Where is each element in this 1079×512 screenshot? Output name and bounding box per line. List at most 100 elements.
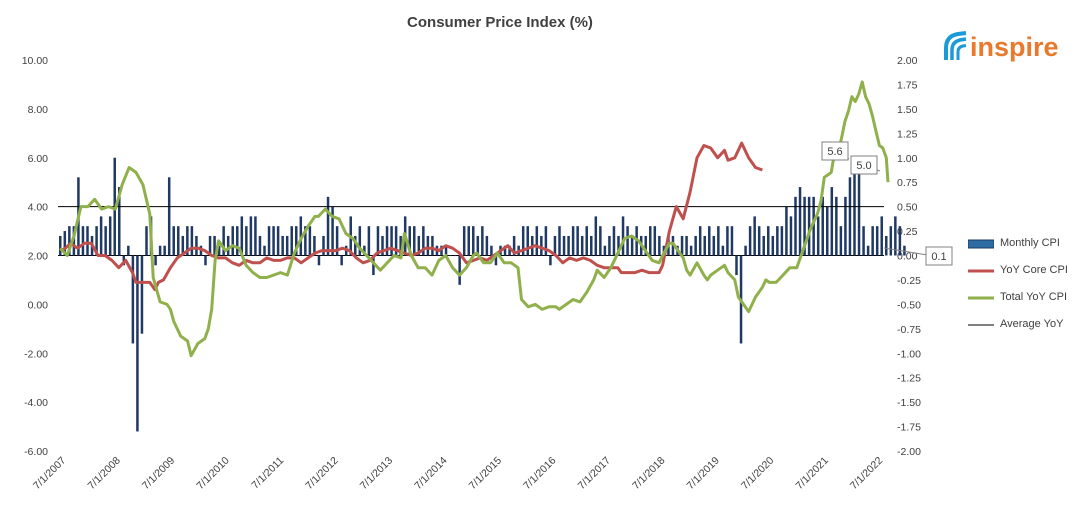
monthly-cpi-bar xyxy=(576,226,579,256)
left-axis-tick-label: -6.00 xyxy=(24,446,48,458)
monthly-cpi-bar xyxy=(816,216,820,256)
monthly-cpi-bar xyxy=(599,226,602,256)
monthly-cpi-bar xyxy=(95,226,98,256)
monthly-cpi-bar xyxy=(762,235,765,256)
monthly-cpi-bar xyxy=(236,226,239,256)
monthly-cpi-bar xyxy=(99,216,103,256)
monthly-cpi-bar xyxy=(354,235,357,256)
monthly-cpi-bar xyxy=(830,187,834,256)
right-axis-tick-label: 1.75 xyxy=(897,79,918,91)
right-axis-tick-label: 0.00 xyxy=(897,251,918,263)
monthly-cpi-bar xyxy=(866,245,870,256)
legend-swatch-yoy-core-cpi xyxy=(968,269,994,273)
monthly-cpi-bar xyxy=(394,226,398,256)
legend-swatch-monthly-cpi xyxy=(968,239,994,249)
monthly-cpi-bar xyxy=(104,226,107,256)
monthly-cpi-bar xyxy=(617,235,620,256)
x-axis-tick-label: 7/1/2020 xyxy=(739,455,776,492)
monthly-cpi-bar xyxy=(390,226,393,256)
legend-label-yoy-core-cpi: YoY Core CPI xyxy=(1000,264,1068,276)
monthly-cpi-bar xyxy=(503,245,507,256)
legend-label-monthly-cpi: Monthly CPI xyxy=(1000,237,1060,249)
monthly-cpi-bar xyxy=(807,196,811,256)
monthly-cpi-bar xyxy=(226,235,230,256)
logo-mark-icon xyxy=(944,31,967,60)
right-axis-tick-label: 2.00 xyxy=(897,55,918,67)
monthly-cpi-bar xyxy=(562,235,566,256)
monthly-cpi-bar xyxy=(208,235,212,256)
monthly-cpi-bar xyxy=(826,206,829,256)
legend-swatch-average-yoy xyxy=(968,324,994,326)
monthly-cpi-bar xyxy=(730,226,734,256)
total-yoy-cpi-line xyxy=(59,80,890,358)
monthly-cpi-bar xyxy=(485,235,489,256)
monthly-cpi-bar xyxy=(467,226,470,256)
monthly-cpi-bar xyxy=(717,226,720,256)
monthly-cpi-bar xyxy=(449,255,452,256)
monthly-cpi-bar xyxy=(621,216,625,256)
monthly-cpi-bar xyxy=(694,235,697,256)
monthly-cpi-bar xyxy=(508,245,511,256)
monthly-cpi-bar xyxy=(735,255,738,276)
monthly-cpi-bar xyxy=(680,235,684,256)
right-axis-tick-label: 0.75 xyxy=(897,177,918,189)
right-axis-tick-label: -1.75 xyxy=(897,422,921,434)
monthly-cpi-bar xyxy=(472,226,475,256)
monthly-cpi-bar xyxy=(544,226,548,256)
left-axis-tick-label: 2.00 xyxy=(28,251,49,263)
left-axis-tick-label: 8.00 xyxy=(28,104,49,116)
monthly-cpi-bar xyxy=(145,226,148,256)
monthly-cpi-bar xyxy=(59,235,62,256)
left-axis-tick-label: 0.00 xyxy=(28,299,49,311)
monthly-cpi-bar xyxy=(780,226,784,256)
monthly-cpi-bar xyxy=(753,216,756,256)
legend-item-total-yoy-cpi: Total YoY CPI xyxy=(962,291,1077,305)
monthly-cpi-bar xyxy=(889,226,893,256)
monthly-cpi-bar xyxy=(222,226,225,256)
monthly-cpi-bar xyxy=(903,245,906,256)
monthly-cpi-bar xyxy=(304,226,307,256)
monthly-cpi-bar xyxy=(190,226,194,256)
monthly-cpi-bar xyxy=(290,226,293,256)
right-axis-tick-label: -1.00 xyxy=(897,348,921,360)
monthly-cpi-bar xyxy=(771,235,775,256)
right-axis-tick-label: -0.50 xyxy=(897,299,921,311)
right-axis-tick-label: -0.75 xyxy=(897,324,921,336)
legend-swatch-total-yoy-cpi xyxy=(968,296,994,300)
x-axis-tick-label: 7/1/2015 xyxy=(467,455,504,492)
x-axis-tick-label: 7/1/2017 xyxy=(576,455,613,492)
monthly-cpi-bar xyxy=(894,216,897,256)
monthly-cpi-bar xyxy=(644,235,647,256)
callout-box xyxy=(850,155,878,175)
legend-item-yoy-core-cpi: YoY Core CPI xyxy=(962,264,1077,278)
monthly-cpi-bar xyxy=(231,226,234,256)
callout-box xyxy=(821,141,849,161)
monthly-cpi-bar xyxy=(118,187,121,256)
monthly-cpi-bar xyxy=(358,226,362,256)
callout-label: 5.0 xyxy=(856,160,871,172)
monthly-cpi-bar xyxy=(885,235,888,256)
monthly-cpi-bar xyxy=(540,235,543,256)
monthly-cpi-bar xyxy=(630,235,634,256)
monthly-cpi-bar xyxy=(413,226,416,256)
monthly-cpi-bar xyxy=(898,226,902,256)
monthly-cpi-bar xyxy=(299,216,303,256)
monthly-cpi-bar xyxy=(68,226,71,256)
x-axis-tick-label: 7/1/2012 xyxy=(303,455,340,492)
monthly-cpi-bar xyxy=(86,226,89,256)
right-axis-tick-label: -1.25 xyxy=(897,373,921,385)
legend-item-monthly-cpi: Monthly CPI xyxy=(962,237,1077,251)
monthly-cpi-bar xyxy=(267,226,271,256)
monthly-cpi-bar xyxy=(880,216,883,256)
monthly-cpi-bar xyxy=(453,255,457,256)
chart-title: Consumer Price Index (%) xyxy=(407,14,593,31)
monthly-cpi-bar xyxy=(167,177,171,256)
monthly-cpi-bar xyxy=(158,245,162,256)
monthly-cpi-bar xyxy=(367,226,371,256)
monthly-cpi-bar xyxy=(249,216,253,256)
monthly-cpi-bar xyxy=(258,235,262,256)
monthly-cpi-bar xyxy=(195,235,198,256)
monthly-cpi-bar xyxy=(767,226,770,256)
monthly-cpi-bar xyxy=(204,255,207,266)
